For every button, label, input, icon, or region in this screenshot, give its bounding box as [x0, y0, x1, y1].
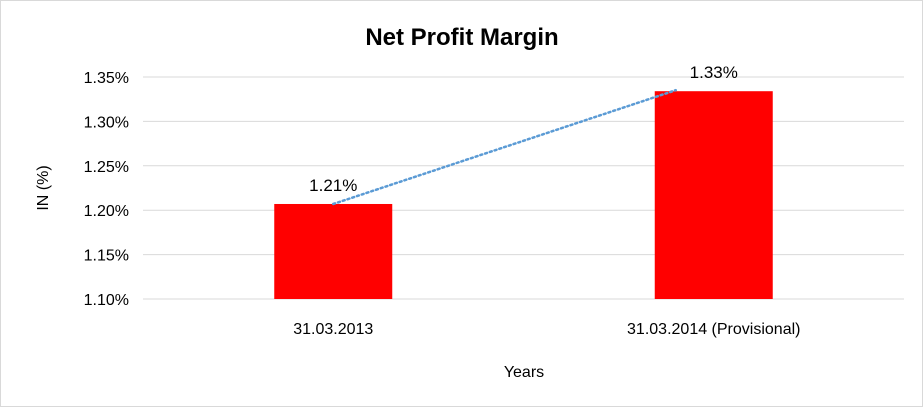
x-axis-title: Years	[504, 364, 544, 381]
x-tick-label: 31.03.2013	[293, 321, 373, 338]
data-labels: 1.21% 1.33%	[309, 63, 738, 195]
bars	[274, 91, 773, 299]
data-label: 1.33%	[690, 63, 738, 82]
trendline	[332, 88, 677, 206]
y-tick-labels: 1.10% 1.15% 1.20% 1.25% 1.30% 1.35%	[84, 70, 129, 309]
x-tick-label: 31.03.2014 (Provisional)	[627, 321, 800, 338]
y-tick-label: 1.30%	[84, 114, 129, 131]
y-tick-label: 1.35%	[84, 70, 129, 87]
y-tick-label: 1.10%	[84, 292, 129, 309]
y-tick-label: 1.25%	[84, 159, 129, 176]
gridlines	[143, 76, 904, 300]
bar	[274, 203, 393, 299]
y-tick-label: 1.15%	[84, 248, 129, 265]
data-label: 1.21%	[309, 176, 357, 195]
chart-title: Net Profit Margin	[365, 24, 558, 51]
y-tick-label: 1.20%	[84, 203, 129, 220]
bar	[654, 91, 773, 299]
x-tick-labels: 31.03.2013 31.03.2014 (Provisional)	[293, 321, 800, 338]
y-axis-title: IN (%)	[35, 165, 52, 210]
trendline-group	[332, 88, 677, 206]
